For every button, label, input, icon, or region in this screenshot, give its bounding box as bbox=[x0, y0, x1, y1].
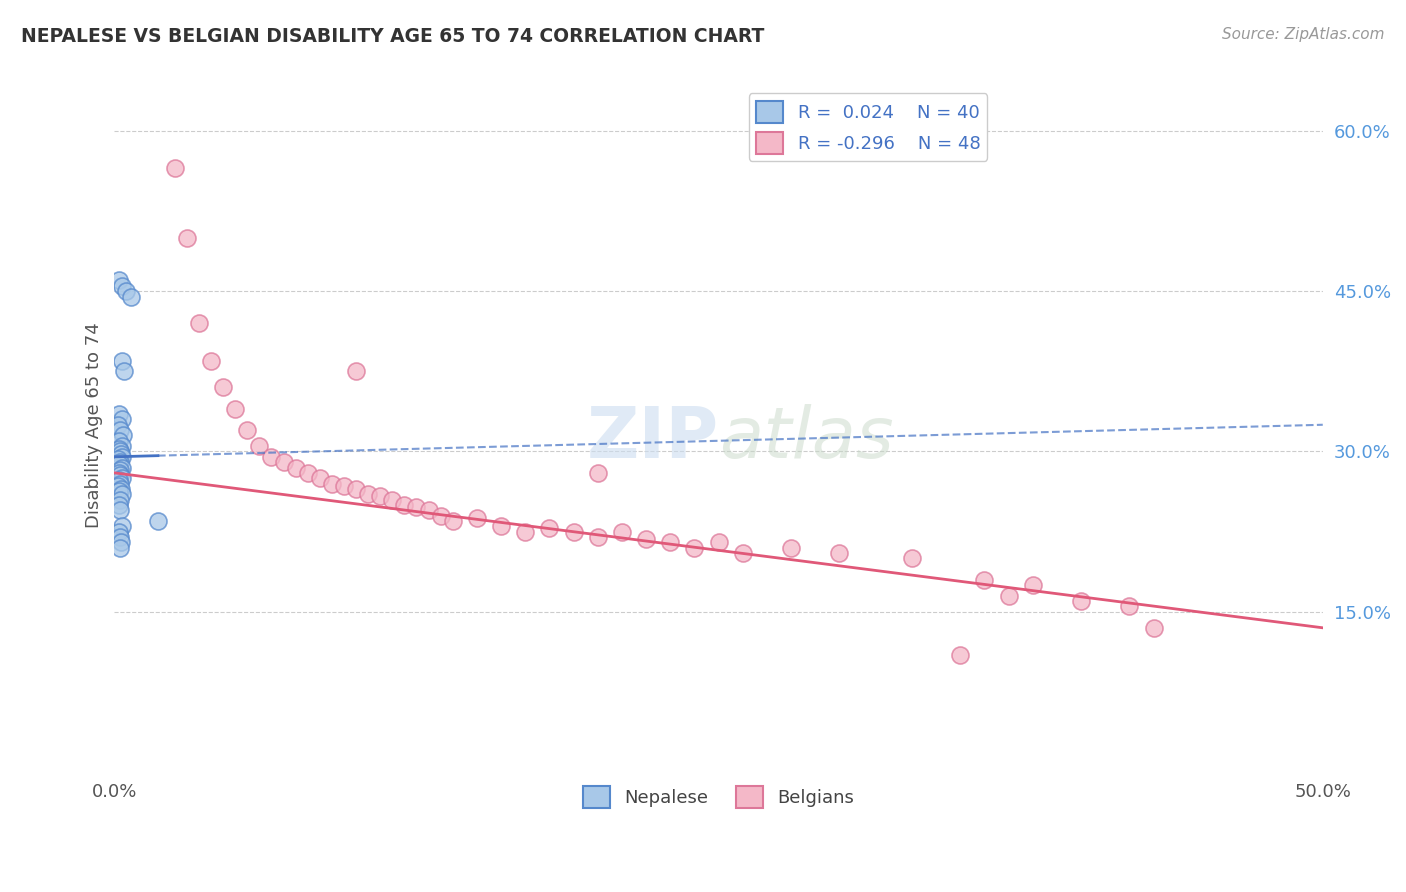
Text: Source: ZipAtlas.com: Source: ZipAtlas.com bbox=[1222, 27, 1385, 42]
Point bbox=[107, 478, 129, 492]
Point bbox=[586, 466, 609, 480]
Point bbox=[562, 524, 585, 539]
Point bbox=[901, 551, 924, 566]
Legend: Nepalese, Belgians: Nepalese, Belgians bbox=[576, 779, 862, 815]
Point bbox=[465, 510, 488, 524]
Point bbox=[828, 546, 851, 560]
Text: ZIP: ZIP bbox=[586, 404, 718, 473]
Point bbox=[110, 463, 132, 477]
Point bbox=[163, 161, 186, 176]
Point bbox=[586, 530, 609, 544]
Point bbox=[111, 353, 134, 368]
Text: NEPALESE VS BELGIAN DISABILITY AGE 65 TO 74 CORRELATION CHART: NEPALESE VS BELGIAN DISABILITY AGE 65 TO… bbox=[21, 27, 765, 45]
Point bbox=[176, 231, 198, 245]
Point bbox=[110, 482, 132, 496]
Point bbox=[1022, 578, 1045, 592]
Point bbox=[1142, 621, 1164, 635]
Point bbox=[441, 514, 464, 528]
Point bbox=[515, 524, 537, 539]
Point bbox=[108, 273, 131, 287]
Point bbox=[111, 428, 134, 442]
Point bbox=[394, 498, 416, 512]
Point bbox=[107, 498, 129, 512]
Point bbox=[111, 471, 134, 485]
Point bbox=[344, 482, 367, 496]
Point bbox=[308, 471, 330, 485]
Point bbox=[115, 284, 138, 298]
Point bbox=[107, 466, 129, 480]
Point bbox=[683, 541, 706, 555]
Point bbox=[610, 524, 633, 539]
Point bbox=[108, 473, 131, 487]
Point bbox=[111, 519, 134, 533]
Point bbox=[108, 458, 131, 472]
Point bbox=[111, 487, 134, 501]
Point bbox=[110, 476, 132, 491]
Point bbox=[111, 450, 134, 464]
Point bbox=[108, 483, 131, 498]
Point bbox=[107, 452, 129, 467]
Point bbox=[146, 514, 169, 528]
Point bbox=[188, 316, 211, 330]
Point bbox=[949, 648, 972, 662]
Point bbox=[1118, 599, 1140, 614]
Point bbox=[112, 364, 135, 378]
Point bbox=[780, 541, 803, 555]
Point bbox=[111, 460, 134, 475]
Point bbox=[111, 412, 134, 426]
Point bbox=[200, 353, 222, 368]
Point bbox=[108, 444, 131, 458]
Point bbox=[538, 521, 561, 535]
Point bbox=[357, 487, 380, 501]
Point bbox=[489, 519, 512, 533]
Point bbox=[707, 535, 730, 549]
Point bbox=[110, 447, 132, 461]
Point bbox=[260, 450, 283, 464]
Point bbox=[405, 500, 427, 514]
Point bbox=[1070, 594, 1092, 608]
Point bbox=[344, 364, 367, 378]
Point bbox=[108, 492, 131, 507]
Point bbox=[284, 460, 307, 475]
Point bbox=[321, 476, 343, 491]
Point bbox=[111, 278, 134, 293]
Point bbox=[224, 401, 246, 416]
Point bbox=[429, 508, 451, 523]
Point bbox=[111, 439, 134, 453]
Point bbox=[249, 439, 271, 453]
Point bbox=[333, 478, 356, 492]
Point bbox=[997, 589, 1019, 603]
Point bbox=[108, 407, 131, 421]
Point bbox=[108, 434, 131, 448]
Point bbox=[418, 503, 440, 517]
Point bbox=[659, 535, 682, 549]
Point bbox=[108, 541, 131, 555]
Point bbox=[636, 532, 658, 546]
Point bbox=[212, 380, 235, 394]
Point bbox=[107, 442, 129, 457]
Point bbox=[110, 530, 132, 544]
Point bbox=[236, 423, 259, 437]
Point bbox=[120, 289, 142, 303]
Point bbox=[110, 423, 132, 437]
Point bbox=[731, 546, 754, 560]
Point bbox=[108, 467, 131, 482]
Point bbox=[107, 417, 129, 432]
Point bbox=[110, 535, 132, 549]
Point bbox=[273, 455, 295, 469]
Point bbox=[108, 524, 131, 539]
Point bbox=[381, 492, 404, 507]
Point bbox=[110, 503, 132, 517]
Point bbox=[297, 466, 319, 480]
Y-axis label: Disability Age 65 to 74: Disability Age 65 to 74 bbox=[86, 322, 103, 528]
Point bbox=[368, 489, 391, 503]
Point bbox=[110, 455, 132, 469]
Text: atlas: atlas bbox=[718, 404, 893, 473]
Point bbox=[973, 573, 995, 587]
